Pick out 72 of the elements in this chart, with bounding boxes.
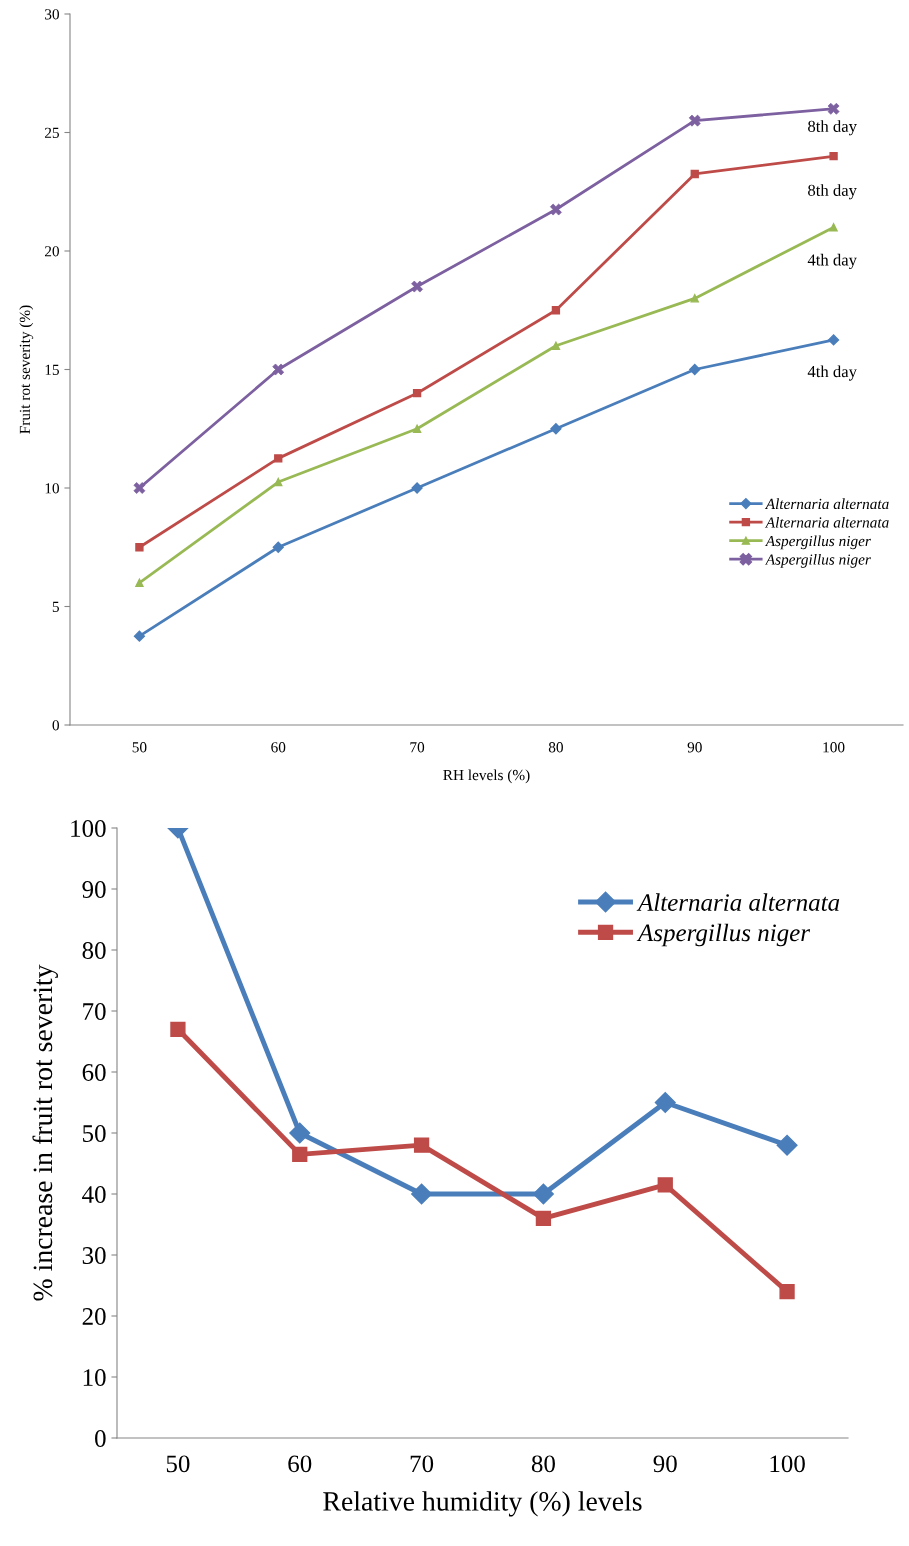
x-tick-label: 50 [132,742,147,753]
y-axis-title: Fruit rot severity (%) [19,305,34,434]
point [776,1134,798,1156]
x-tick-label: 70 [410,1455,434,1473]
x-tick-label: 50 [166,1455,190,1473]
x-axis-title: RH levels (%) [443,769,530,784]
point [135,543,144,552]
x-tick-label: 80 [531,1455,555,1473]
annotation: 8th day [808,184,857,200]
y-tick-label: 5 [52,601,59,612]
point [690,169,699,179]
point [779,1283,795,1300]
point [689,363,701,376]
point [829,223,838,232]
y-tick-label: 25 [44,127,59,138]
point [292,1146,308,1162]
point [657,1177,673,1193]
y-tick-label: 50 [83,1125,106,1142]
x-tick-label: 80 [548,742,563,753]
y-tick-label: 30 [45,9,59,20]
y-tick-label: 10 [83,1369,106,1386]
point [411,1183,433,1205]
legend-label: Alternaria alternata [764,516,889,528]
y-tick-label: 100 [71,820,106,837]
point [551,341,561,350]
x-tick-label: 90 [653,1455,677,1473]
legend-label: Aspergillus niger [764,553,871,568]
x-tick-label: 100 [823,742,845,753]
point [170,1021,186,1037]
point [274,477,283,487]
point [135,578,144,587]
point [274,454,283,463]
point [412,424,422,433]
legend-label: Aspergillus niger [764,535,871,550]
x-tick-label: 100 [770,1455,805,1473]
point [827,334,840,346]
y-tick-label: 70 [83,1003,106,1020]
y-tick-label: 10 [45,483,59,494]
point [551,306,561,315]
x-tick-label: 60 [271,742,286,753]
y-tick-label: 30 [82,1247,106,1264]
y-tick-label: 0 [52,720,59,731]
x-tick-label: 90 [687,742,702,753]
y-tick-label: 20 [44,246,59,257]
point [272,541,284,553]
point [289,1122,311,1144]
y-tick-label: 0 [95,1430,106,1447]
point [535,1210,552,1227]
y-tick-label: 80 [82,942,106,959]
legend-label: Alternaria alternata [764,498,889,510]
annotation: 4th day [807,365,857,381]
y-tick-label: 15 [45,364,59,375]
point [413,1137,430,1153]
point [829,152,838,161]
point [133,630,146,642]
annotation: 4th day [807,253,857,270]
point [550,423,562,435]
y-tick-label: 20 [82,1308,106,1325]
x-axis-title: Relative humidity (%) levels [323,1491,642,1517]
point [690,294,699,303]
y-tick-label: 90 [82,881,106,898]
x-tick-label: 70 [410,742,425,753]
x-tick-label: 60 [288,1455,312,1473]
y-tick-label: 40 [82,1186,106,1203]
legend-label: Alternaria alternata [636,893,840,911]
point [654,1091,676,1114]
y-tick-label: 60 [82,1064,106,1081]
annotation: 8th day [808,120,857,136]
legend-label: Aspergillus niger [636,923,811,947]
point [532,1183,554,1205]
y-axis-title: % increase in fruit rot severity [32,964,58,1301]
point [412,389,422,398]
